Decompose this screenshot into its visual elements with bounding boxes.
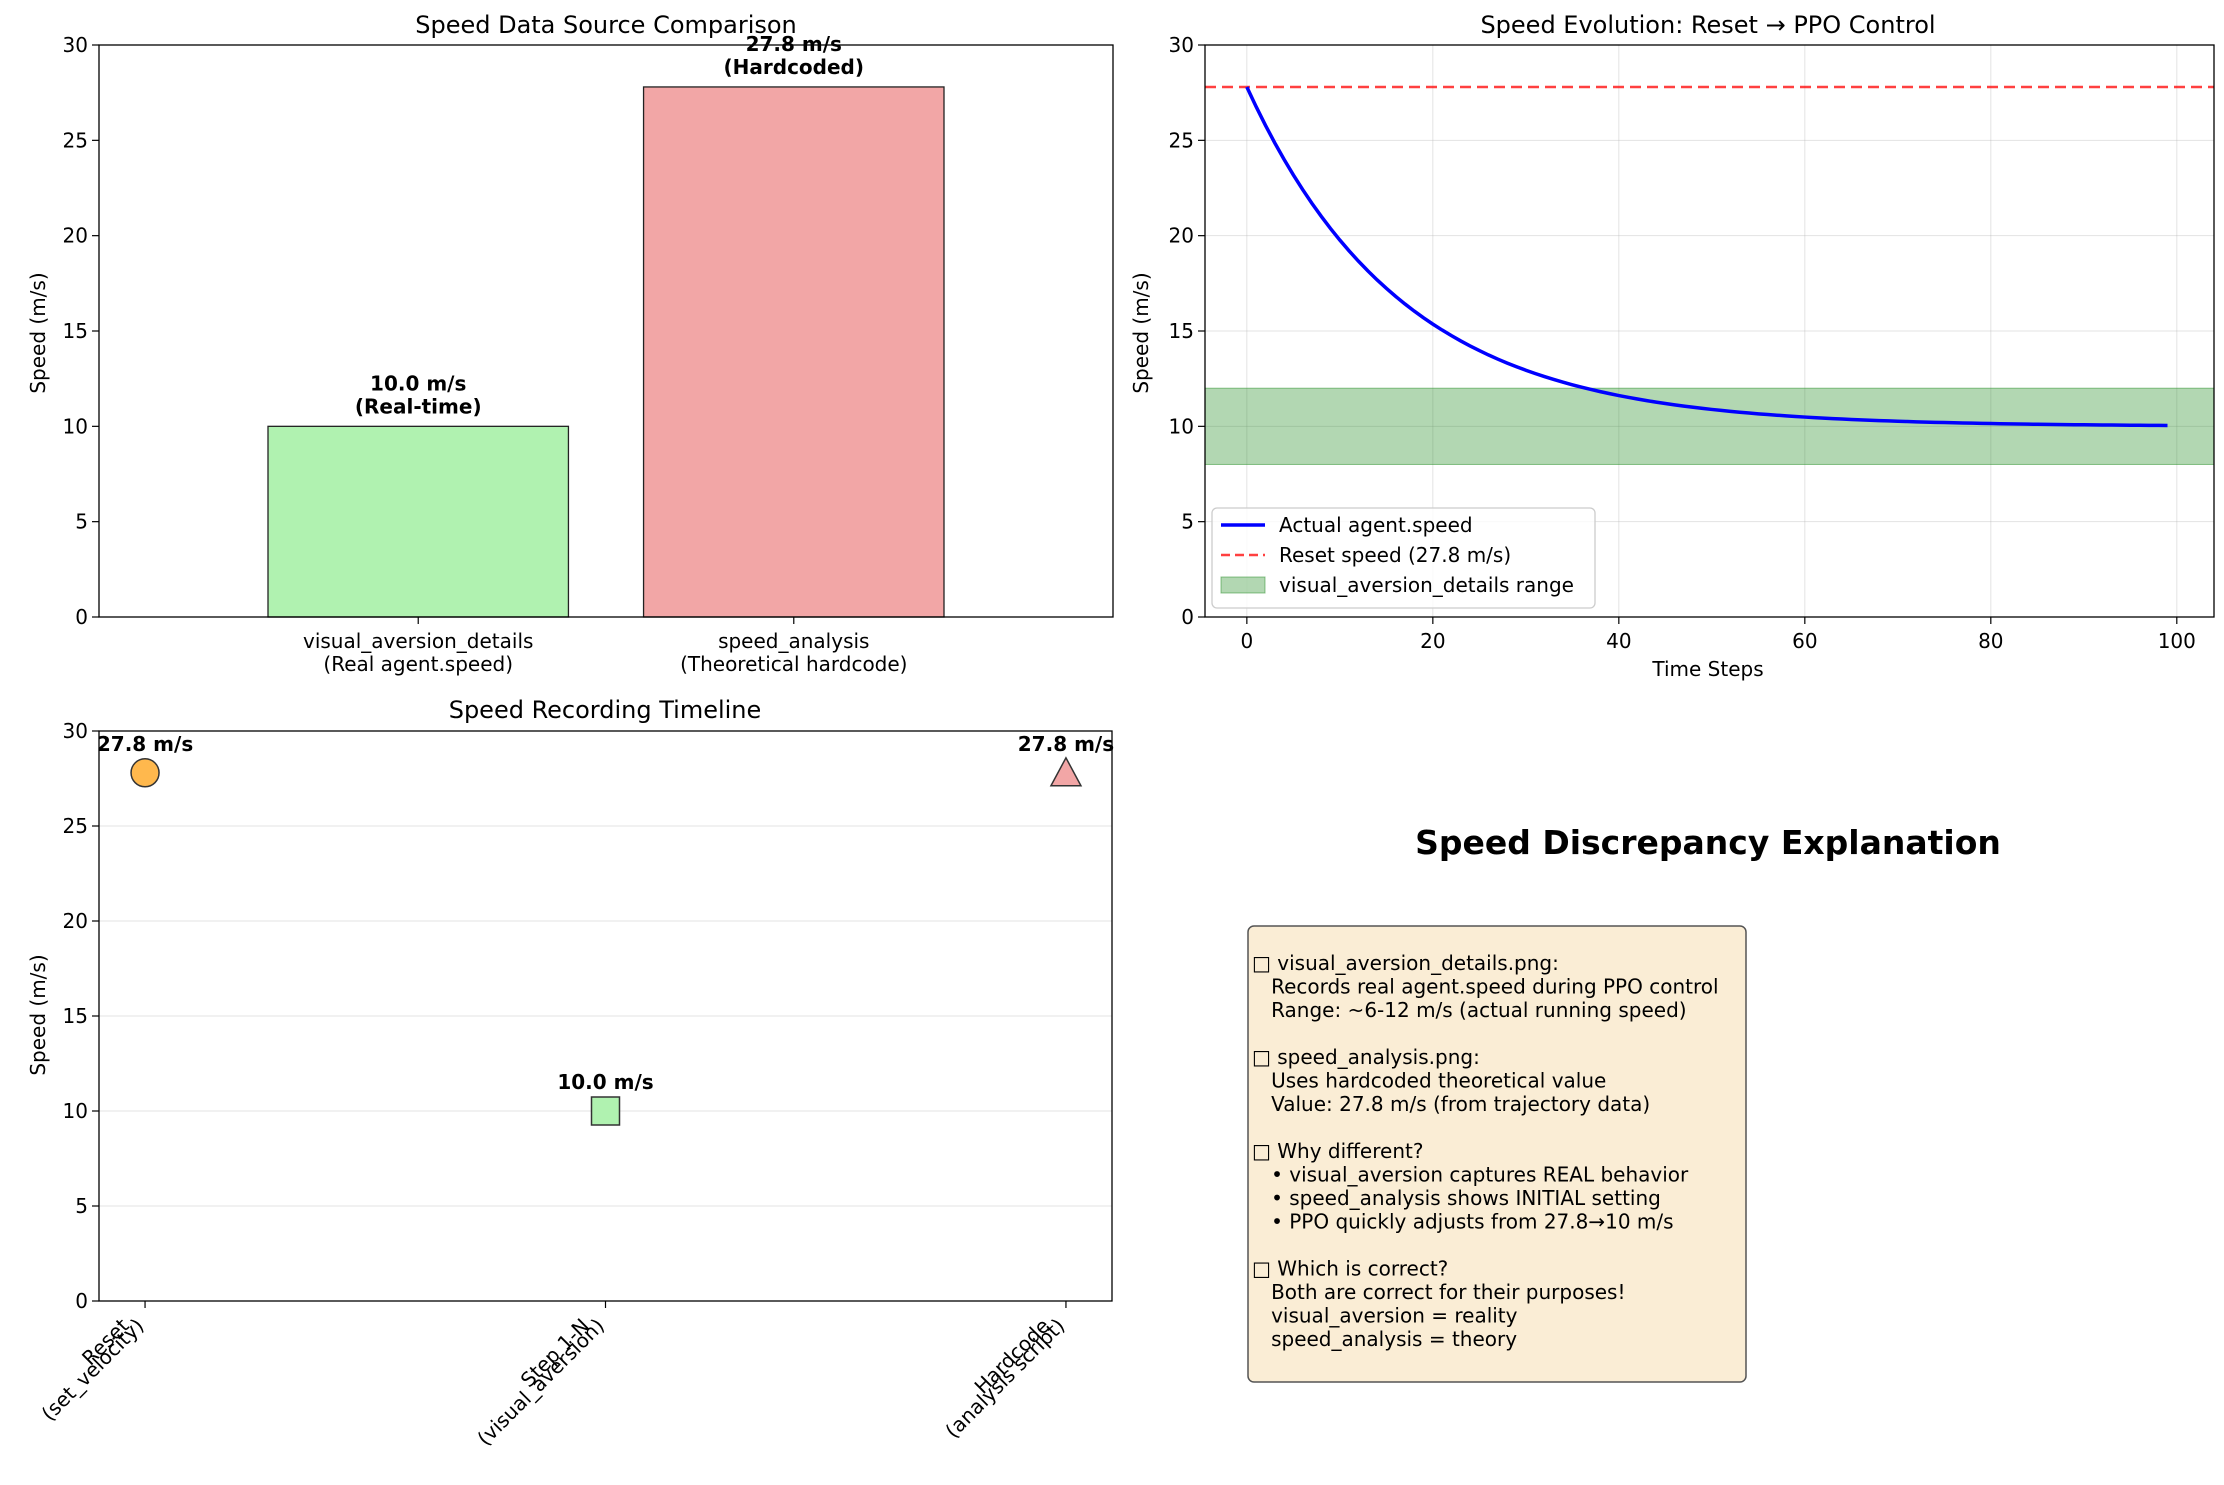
legend-label-actual: Actual agent.speed [1279, 513, 1473, 537]
xtick-sublabel: (Real agent.speed) [323, 652, 513, 676]
explanation-line: Value: 27.8 m/s (from trajectory data) [1252, 1092, 1650, 1116]
line-chart-panel: Speed Evolution: Reset → PPO Control Spe… [1129, 11, 2215, 681]
explanation-box [1247, 925, 1747, 1383]
explanation-line: • PPO quickly adjusts from 27.8→10 m/s [1252, 1210, 1674, 1234]
line-chart-legend: Actual agent.speed Reset speed (27.8 m/s… [1211, 507, 1596, 609]
xtick-label: 20 [1420, 629, 1445, 653]
ytick-label: 20 [63, 224, 88, 248]
explanation-lines: □ visual_aversion_details.png: Records r… [1252, 951, 1719, 1351]
explanation-line: • visual_aversion captures REAL behavior [1252, 1163, 1689, 1187]
bar-value-sublabel: (Real-time) [355, 394, 482, 418]
legend-swatch-band [1220, 576, 1266, 594]
xtick-label: 60 [1792, 629, 1817, 653]
xtick-label: 0 [1240, 629, 1253, 653]
ytick-label: 15 [63, 1004, 88, 1028]
bar-chart-frame [98, 44, 1114, 618]
xtick-sublabel: (set_velocity) [37, 1314, 149, 1426]
explanation-line: Both are correct for their purposes! [1252, 1280, 1626, 1304]
point-value-label: 27.8 m/s [97, 732, 193, 756]
timeline-xticks: Reset(set_velocity) Step 1-N(visual_avers… [37, 1301, 1069, 1451]
timeline-frame [98, 730, 1113, 1302]
ytick-label: 5 [75, 1194, 88, 1218]
ytick-label: 10 [1169, 414, 1194, 438]
explanation-line: Range: ~6-12 m/s (actual running speed) [1252, 998, 1687, 1022]
timeline-title: Speed Recording Timeline [449, 696, 762, 724]
line-chart-yticks: 0 5 10 15 20 25 30 [1169, 33, 1205, 629]
ytick-label: 5 [1181, 510, 1194, 534]
explanation-line: • speed_analysis shows INITIAL setting [1252, 1186, 1661, 1210]
explanation-line: Records real agent.speed during PPO cont… [1252, 975, 1719, 999]
explanation-line: □ visual_aversion_details.png: [1252, 951, 1559, 975]
ytick-label: 10 [63, 414, 88, 438]
ytick-label: 20 [63, 909, 88, 933]
point-value-label: 10.0 m/s [557, 1070, 653, 1094]
explanation-panel: Speed Discrepancy Explanation □ visual_a… [1247, 823, 2001, 1383]
step-marker [590, 1096, 621, 1126]
line-chart-title: Speed Evolution: Reset → PPO Control [1480, 11, 1935, 39]
timeline-panel: Speed Recording Timeline Speed (m/s) 0 5 1… [26, 696, 1114, 1450]
bar-value-label: 27.8 m/s [746, 32, 842, 56]
bar [267, 425, 570, 618]
legend-label-band: visual_aversion_details range [1279, 573, 1574, 597]
ytick-label: 10 [63, 1099, 88, 1123]
xtick-sublabel: (visual_aversion) [472, 1314, 609, 1451]
xtick-label: speed_analysis [718, 629, 869, 653]
line-chart-frame [1204, 44, 2215, 618]
ytick-label: 15 [1169, 319, 1194, 343]
ytick-label: 5 [75, 510, 88, 534]
line-chart-ylabel: Speed (m/s) [1129, 272, 1153, 393]
explanation-line: speed_analysis = theory [1252, 1327, 1517, 1351]
explanation-line: visual_aversion = reality [1252, 1304, 1518, 1328]
ytick-label: 25 [63, 128, 88, 152]
explanation-line: Uses hardcoded theoretical value [1252, 1069, 1606, 1093]
xtick-label: 100 [2158, 629, 2196, 653]
bar-chart-ylabel: Speed (m/s) [26, 272, 50, 393]
explanation-title: Speed Discrepancy Explanation [1415, 823, 2001, 862]
ytick-label: 0 [75, 1289, 88, 1313]
ytick-label: 30 [1169, 33, 1194, 57]
bar-chart-xticks: visual_aversion_details(Real agent.speed… [303, 617, 907, 676]
xtick-sublabel: (Theoretical hardcode) [680, 652, 907, 676]
bar-chart-title: Speed Data Source Comparison [415, 11, 797, 39]
ytick-label: 0 [75, 605, 88, 629]
ytick-label: 25 [1169, 128, 1194, 152]
bar-chart-panel: Speed Data Source Comparison Speed (m/s)… [26, 11, 1114, 676]
bar [642, 86, 945, 618]
reset-marker [130, 758, 160, 788]
actual-speed-line [1245, 86, 2168, 428]
timeline-grid [99, 730, 1112, 1302]
explanation-line: □ speed_analysis.png: [1252, 1045, 1480, 1069]
ytick-label: 0 [1181, 605, 1194, 629]
line-chart-xticks: 0 20 40 60 80 100 [1240, 617, 2196, 653]
ytick-label: 25 [63, 814, 88, 838]
legend-frame [1211, 507, 1596, 609]
line-chart-plot [1204, 85, 2215, 465]
bar-value-sublabel: (Hardcoded) [724, 55, 865, 79]
bar-value-label: 10.0 m/s [370, 371, 466, 395]
ytick-label: 15 [63, 319, 88, 343]
explanation-line: □ Why different? [1252, 1139, 1423, 1163]
bar-chart-yticks: 0 5 10 15 20 25 30 [63, 33, 99, 629]
range-band [1204, 387, 2215, 465]
point-value-label: 27.8 m/s [1018, 732, 1114, 756]
bar-chart-bars: 10.0 m/s(Real-time) 27.8 m/s(Hardcoded) [267, 32, 945, 618]
xtick-label: 40 [1606, 629, 1631, 653]
ytick-label: 30 [63, 719, 88, 743]
explanation-line: □ Which is correct? [1252, 1257, 1448, 1281]
timeline-points: 27.8 m/s 10.0 m/s 27.8 m/s [97, 732, 1114, 1126]
xtick-label: visual_aversion_details [303, 629, 533, 653]
ytick-label: 20 [1169, 224, 1194, 248]
timeline-ylabel: Speed (m/s) [26, 954, 50, 1075]
xtick-label: 80 [1978, 629, 2003, 653]
hardcode-marker [1049, 756, 1083, 787]
timeline-yticks: 0 5 10 15 20 25 30 [63, 719, 99, 1313]
ytick-label: 30 [63, 33, 88, 57]
line-chart-xlabel: Time Steps [1651, 657, 1763, 681]
legend-label-reset: Reset speed (27.8 m/s) [1279, 543, 1511, 567]
xtick-sublabel: (analysis script) [940, 1314, 1069, 1443]
